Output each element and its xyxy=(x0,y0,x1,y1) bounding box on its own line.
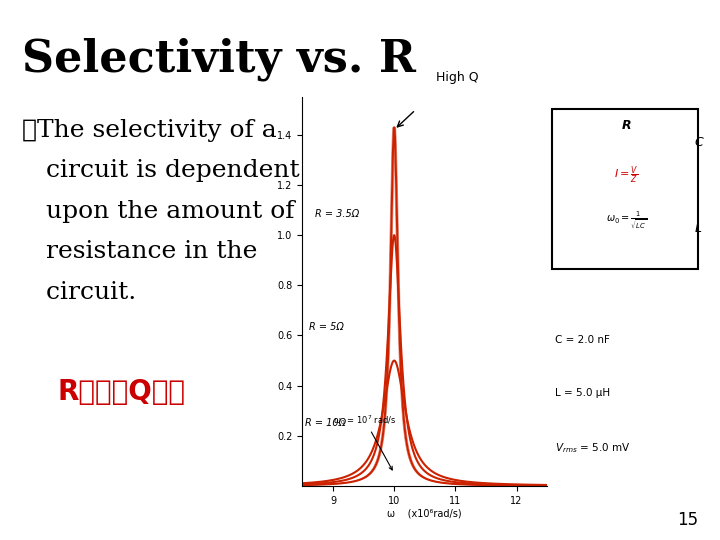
Text: $I = \frac{V}{Z}$: $I = \frac{V}{Z}$ xyxy=(614,164,639,186)
Text: $\omega_0$ = 10$^7$ rad/s: $\omega_0$ = 10$^7$ rad/s xyxy=(333,413,396,470)
Text: R = 3.5Ω: R = 3.5Ω xyxy=(315,209,359,219)
Text: Selectivity vs. R: Selectivity vs. R xyxy=(22,38,415,82)
FancyBboxPatch shape xyxy=(552,109,698,269)
X-axis label: ω    (x10⁶rad/s): ω (x10⁶rad/s) xyxy=(387,509,462,518)
Text: $V_{rms}$ = 5.0 mV: $V_{rms}$ = 5.0 mV xyxy=(555,442,631,455)
Text: C = 2.0 nF: C = 2.0 nF xyxy=(555,334,610,345)
Text: R越大，Q越小: R越大，Q越小 xyxy=(58,378,186,406)
Text: ❖The selectivity of a: ❖The selectivity of a xyxy=(22,119,276,142)
Text: circuit is dependent: circuit is dependent xyxy=(22,159,300,183)
Text: circuit.: circuit. xyxy=(22,281,136,304)
Text: L: L xyxy=(695,222,701,235)
Text: 15: 15 xyxy=(678,511,698,529)
Text: L = 5.0 μH: L = 5.0 μH xyxy=(555,388,611,398)
Text: R = 10Ω: R = 10Ω xyxy=(305,418,346,428)
Text: High Q: High Q xyxy=(436,71,479,84)
Text: upon the amount of: upon the amount of xyxy=(22,200,294,223)
Text: $\omega_0 = \frac{1}{\sqrt{LC}}$: $\omega_0 = \frac{1}{\sqrt{LC}}$ xyxy=(606,209,647,231)
Text: R: R xyxy=(621,118,631,132)
Text: resistance in the: resistance in the xyxy=(22,240,257,264)
Text: C: C xyxy=(695,136,703,149)
Text: R = 5Ω: R = 5Ω xyxy=(308,322,343,333)
